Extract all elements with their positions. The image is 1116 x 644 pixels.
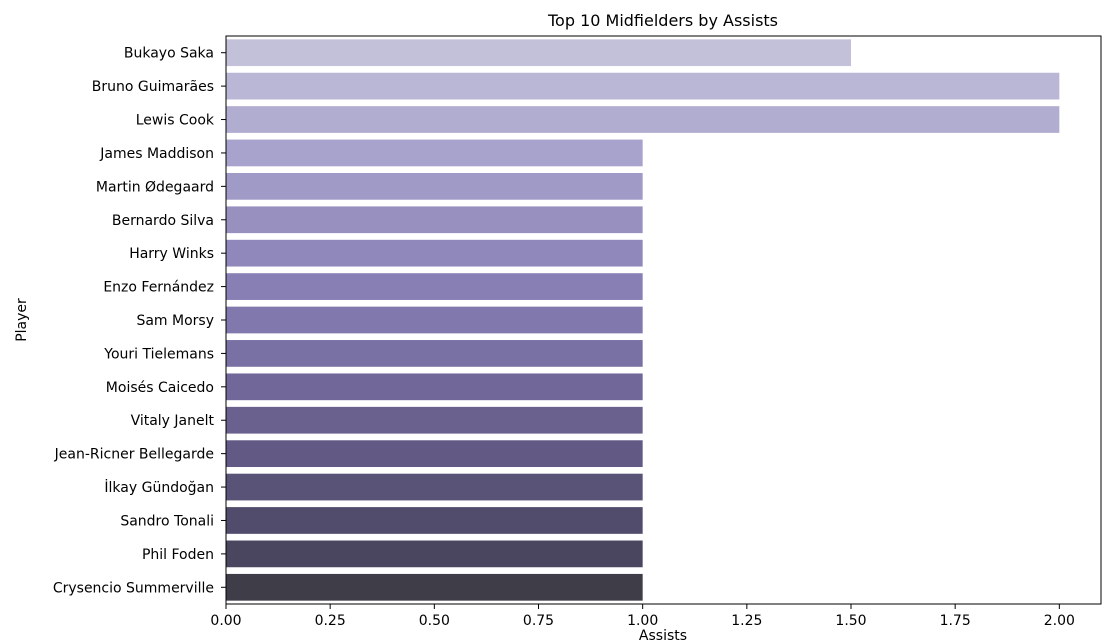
bar-bruno-guimaraes — [226, 72, 1060, 100]
y-tick-label-ilkay-gundogan: İlkay Gündoğan — [104, 478, 214, 496]
y-tick-label-harry-winks: Harry Winks — [129, 246, 214, 262]
x-tick-label-5: 1.25 — [731, 613, 762, 629]
bar-james-maddison — [226, 139, 643, 167]
x-tick-label-3: 0.75 — [523, 613, 554, 629]
y-tick-label-bernardo-silva: Bernardo Silva — [112, 213, 214, 229]
y-axis-ticks: Bukayo Saka Bruno Guimarães Lewis Cook Jame… — [53, 46, 226, 596]
bar-enzo-fernandez — [226, 273, 643, 300]
y-tick-label-phil-foden: Phil Foden — [142, 547, 214, 563]
y-tick-label-bruno-guimaraes: Bruno Guimarães — [92, 79, 214, 95]
y-tick-label-crysencio-summerville: Crysencio Summerville — [53, 580, 214, 596]
x-tick-label-2: 0.50 — [419, 613, 450, 629]
bar-sandro-tonali — [226, 507, 643, 534]
y-tick-label-lewis-cook: Lewis Cook — [136, 113, 215, 129]
bar-jean-ricner-bellegarde — [226, 440, 643, 468]
bar-sam-morsy — [226, 306, 643, 334]
y-tick-label-sandro-tonali: Sandro Tonali — [120, 513, 214, 529]
x-tick-label-1: 0.25 — [315, 613, 346, 629]
bar-moises-caicedo — [226, 373, 643, 401]
bar-ilkay-gundogan — [226, 473, 643, 501]
x-tick-label-4: 1.00 — [627, 613, 658, 629]
bar-harry-winks — [226, 239, 643, 267]
chart-title: Top 10 Midfielders by Assists — [547, 11, 778, 30]
x-tick-label-8: 2.00 — [1044, 613, 1075, 629]
y-tick-label-jean-ricner-bellegarde: Jean-Ricner Bellegarde — [54, 447, 214, 463]
bar-crysencio-summerville — [226, 573, 643, 601]
bar-bernardo-silva — [226, 206, 643, 234]
x-axis-label: Assists — [639, 628, 687, 644]
x-tick-label-6: 1.50 — [835, 613, 866, 629]
y-tick-label-martin-degaard: Martin Ødegaard — [96, 179, 214, 195]
y-tick-label-bukayo-saka: Bukayo Saka — [124, 46, 214, 62]
x-tick-label-0: 0.00 — [210, 613, 241, 629]
x-tick-label-7: 1.75 — [940, 613, 971, 629]
y-tick-label-sam-morsy: Sam Morsy — [136, 313, 214, 329]
bar-martin-degaard — [226, 172, 643, 200]
bar-lewis-cook — [226, 106, 1060, 133]
bar-phil-foden — [226, 540, 643, 568]
bars-group — [226, 39, 1060, 601]
bar-bukayo-saka — [226, 39, 851, 67]
y-axis-label: Player — [14, 298, 30, 342]
y-tick-label-vitaly-janelt: Vitaly Janelt — [131, 413, 215, 429]
y-tick-label-james-maddison: James Maddison — [99, 146, 214, 162]
x-axis-ticks: 0.00 0.25 0.50 0.75 1.00 1.25 1.50 1.75 2.00 — [210, 604, 1075, 629]
y-tick-label-youri-tielemans: Youri Tielemans — [103, 346, 214, 362]
bar-youri-tielemans — [226, 340, 643, 367]
y-tick-label-moises-caicedo: Moisés Caicedo — [106, 380, 214, 396]
bar-vitaly-janelt — [226, 406, 643, 434]
y-tick-label-enzo-fernandez: Enzo Fernández — [103, 280, 214, 296]
